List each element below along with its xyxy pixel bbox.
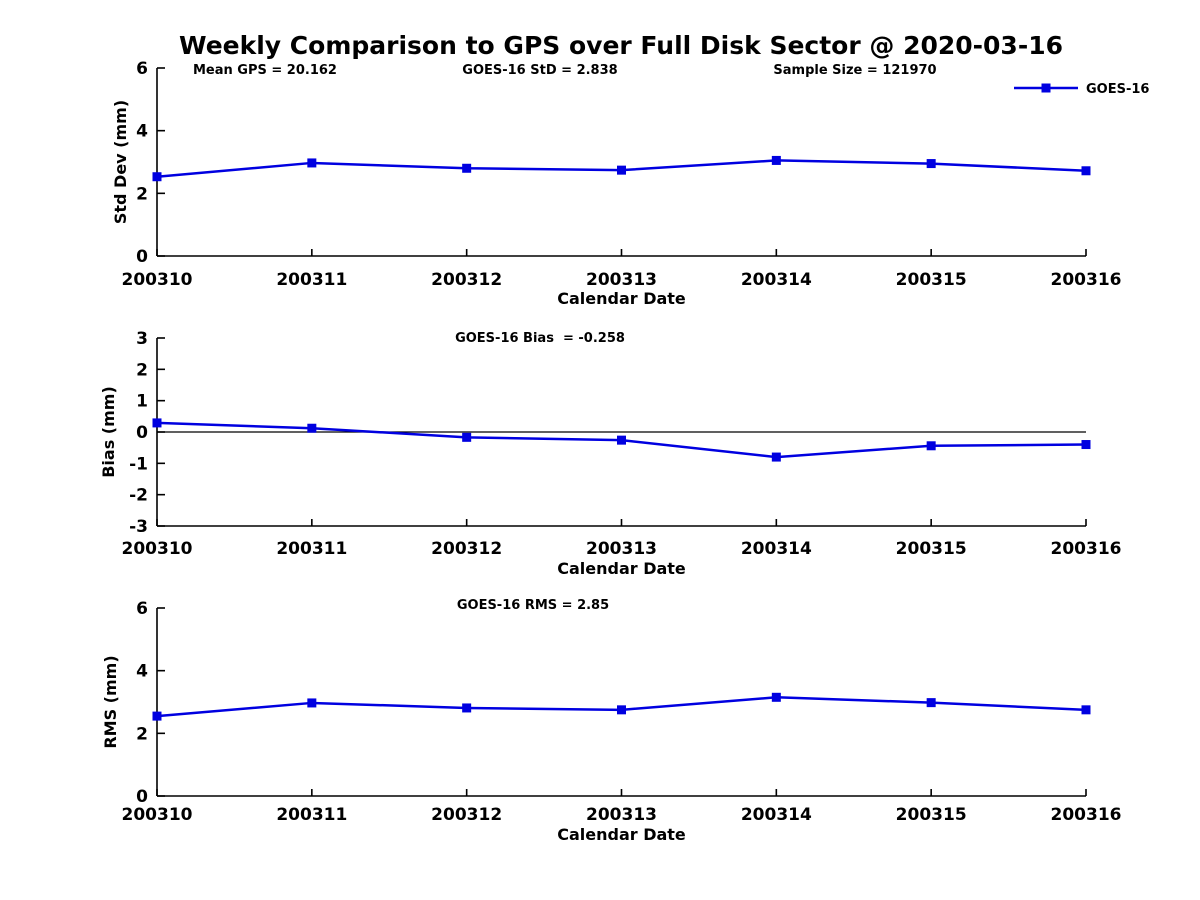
y-axis-label: Std Dev (mm): [111, 100, 130, 224]
data-point-marker: [771, 452, 781, 462]
x-tick-label: 200316: [1051, 270, 1122, 290]
x-tick-label: 200312: [431, 270, 502, 290]
y-tick-label: 4: [136, 122, 148, 142]
legend-marker: [1041, 83, 1051, 93]
y-axis-label: Bias (mm): [99, 386, 118, 478]
y-axis-label: RMS (mm): [101, 655, 120, 748]
y-tick-label: 4: [136, 662, 148, 682]
data-point-marker: [617, 435, 626, 445]
data-point-marker: [617, 705, 626, 715]
x-tick-label: 200310: [122, 539, 193, 559]
x-tick-label: 200312: [431, 805, 502, 825]
stat-annotation: Mean GPS = 20.162: [193, 63, 337, 78]
x-tick-label: 200313: [586, 539, 657, 559]
y-tick-label: 1: [136, 392, 148, 412]
stat-annotation: GOES-16 RMS = 2.85: [457, 598, 609, 613]
stat-annotation: GOES-16 Bias = -0.258: [455, 331, 625, 346]
bias-chart: -3 -2 -1 0 1 2 3 200310 200311 200312 200313 200314…: [99, 329, 1122, 578]
y-tick-label: -3: [129, 517, 148, 537]
data-point-marker: [307, 158, 317, 168]
data-point-marker: [771, 692, 781, 702]
x-tick-label: 200315: [896, 805, 967, 825]
x-tick-label: 200311: [276, 805, 347, 825]
x-tick-label: 200315: [896, 270, 967, 290]
x-tick-label: 200313: [586, 805, 657, 825]
x-axis-label: Calendar Date: [557, 825, 686, 844]
data-point-marker: [1081, 440, 1091, 450]
x-tick-label: 200312: [431, 539, 502, 559]
y-tick-label: 6: [136, 59, 148, 79]
y-tick-label: 2: [136, 184, 148, 204]
x-tick-label: 200310: [122, 805, 193, 825]
x-axis-label: Calendar Date: [557, 289, 686, 308]
x-tick-label: 200313: [586, 270, 657, 290]
data-point-marker: [152, 711, 162, 721]
data-point-marker: [462, 432, 472, 442]
y-tick-label: 2: [136, 724, 148, 744]
x-axis-label: Calendar Date: [557, 559, 686, 578]
data-point-marker: [1081, 166, 1091, 176]
data-point-marker: [926, 441, 936, 451]
x-tick-label: 200310: [122, 270, 193, 290]
y-tick-label: 0: [136, 247, 148, 267]
rms-chart: 0 2 4 6 200310 200311 200312 200313 200314 200315…: [101, 598, 1122, 844]
stat-annotation: GOES-16 StD = 2.838: [462, 63, 617, 78]
data-point-marker: [307, 698, 317, 708]
x-tick-label: 200314: [741, 270, 812, 290]
y-tick-label: 2: [136, 360, 148, 380]
data-point-marker: [152, 172, 162, 182]
x-tick-label: 200316: [1051, 805, 1122, 825]
y-tick-label: 6: [136, 599, 148, 619]
x-tick-label: 200315: [896, 539, 967, 559]
data-point-marker: [617, 165, 626, 175]
data-point-marker: [152, 418, 162, 428]
data-point-marker: [771, 155, 781, 165]
x-tick-label: 200311: [276, 539, 347, 559]
figure-title: Weekly Comparison to GPS over Full Disk …: [179, 31, 1063, 60]
data-point-marker: [926, 159, 936, 169]
y-tick-label: 0: [136, 787, 148, 807]
data-point-marker: [462, 163, 472, 173]
x-tick-label: 200316: [1051, 539, 1122, 559]
x-tick-label: 200314: [741, 539, 812, 559]
data-point-marker: [926, 698, 936, 708]
y-tick-label: 0: [136, 423, 148, 443]
data-point-marker: [462, 703, 472, 713]
y-tick-label: -1: [129, 454, 148, 474]
legend-label: GOES-16: [1086, 82, 1149, 97]
x-tick-label: 200311: [276, 270, 347, 290]
y-tick-label: 3: [136, 329, 148, 349]
std-dev-chart: 0 2 4 6 200310 200311 200312 200313 200314 200315…: [111, 59, 1149, 308]
data-point-marker: [1081, 705, 1091, 715]
y-tick-label: -2: [129, 486, 148, 506]
data-point-marker: [307, 423, 317, 433]
stat-annotation: Sample Size = 121970: [773, 63, 936, 78]
x-tick-label: 200314: [741, 805, 812, 825]
